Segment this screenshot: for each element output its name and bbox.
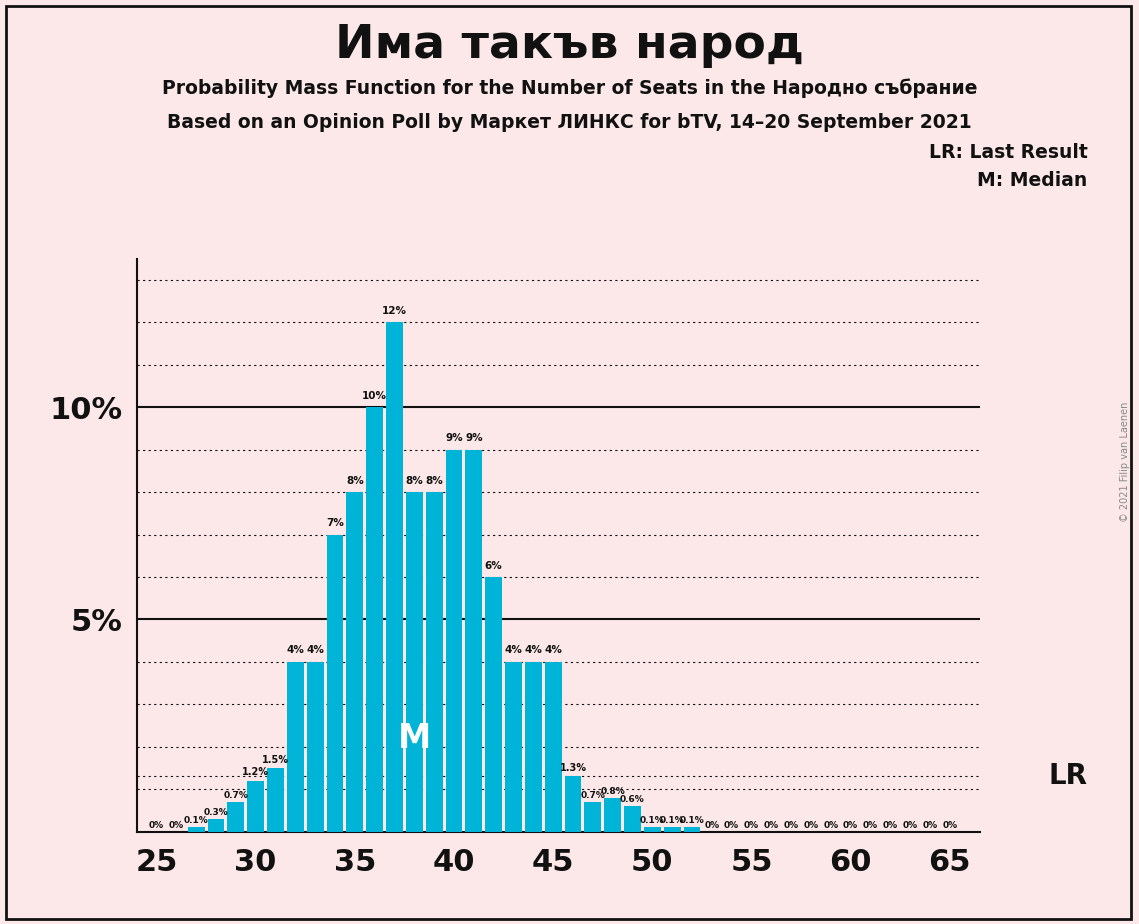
Text: 4%: 4%: [505, 646, 523, 655]
Text: 0.3%: 0.3%: [204, 808, 229, 817]
Text: 1.5%: 1.5%: [262, 755, 289, 764]
Bar: [306, 662, 323, 832]
Text: 10%: 10%: [362, 391, 387, 401]
Bar: [346, 492, 363, 832]
Text: M: M: [398, 723, 431, 755]
Text: 0%: 0%: [784, 821, 798, 831]
Text: 4%: 4%: [286, 646, 304, 655]
Bar: [247, 781, 264, 832]
Bar: [207, 819, 224, 832]
Text: 0.8%: 0.8%: [600, 786, 625, 796]
Bar: [466, 450, 482, 832]
Bar: [228, 802, 244, 832]
Text: 0.1%: 0.1%: [183, 816, 208, 825]
Bar: [624, 806, 641, 832]
Text: 6%: 6%: [485, 561, 502, 571]
Text: 0%: 0%: [704, 821, 720, 831]
Text: 0%: 0%: [744, 821, 759, 831]
Bar: [604, 797, 621, 832]
Bar: [386, 322, 403, 832]
Text: 0%: 0%: [843, 821, 858, 831]
Bar: [565, 776, 581, 832]
Bar: [287, 662, 304, 832]
Text: 0.7%: 0.7%: [223, 791, 248, 800]
Text: 0%: 0%: [923, 821, 937, 831]
Text: M: Median: M: Median: [977, 171, 1088, 190]
Text: 0.1%: 0.1%: [659, 816, 685, 825]
Text: 8%: 8%: [425, 476, 443, 486]
Text: Има такъв народ: Има такъв народ: [335, 23, 804, 68]
Text: LR: LR: [1049, 762, 1088, 790]
Text: 12%: 12%: [382, 306, 407, 316]
Bar: [505, 662, 522, 832]
Bar: [327, 535, 344, 832]
Text: 8%: 8%: [405, 476, 424, 486]
Bar: [544, 662, 562, 832]
Bar: [485, 577, 502, 832]
Bar: [683, 827, 700, 832]
Bar: [525, 662, 542, 832]
Text: 0%: 0%: [942, 821, 958, 831]
Text: 0%: 0%: [863, 821, 878, 831]
Text: 7%: 7%: [326, 518, 344, 529]
Bar: [367, 407, 383, 832]
Text: 0.1%: 0.1%: [640, 816, 665, 825]
Bar: [426, 492, 443, 832]
Text: 9%: 9%: [445, 433, 462, 444]
Bar: [445, 450, 462, 832]
Text: 4%: 4%: [524, 646, 542, 655]
Text: 0%: 0%: [169, 821, 183, 831]
Bar: [664, 827, 681, 832]
Bar: [644, 827, 661, 832]
Text: 0%: 0%: [724, 821, 739, 831]
Bar: [405, 492, 423, 832]
Text: 4%: 4%: [306, 646, 325, 655]
Text: 0.7%: 0.7%: [581, 791, 605, 800]
Text: 0%: 0%: [149, 821, 164, 831]
Bar: [188, 827, 205, 832]
Text: LR: Last Result: LR: Last Result: [929, 143, 1088, 163]
Text: 0%: 0%: [902, 821, 918, 831]
Text: © 2021 Filip van Laenen: © 2021 Filip van Laenen: [1121, 402, 1130, 522]
Text: 8%: 8%: [346, 476, 363, 486]
Text: 0%: 0%: [764, 821, 779, 831]
Text: Based on an Opinion Poll by Маркет ЛИНКС for bTV, 14–20 September 2021: Based on an Opinion Poll by Маркет ЛИНКС…: [167, 113, 972, 132]
Text: 1.2%: 1.2%: [243, 767, 269, 777]
Text: 1.3%: 1.3%: [559, 763, 587, 773]
Text: 4%: 4%: [544, 646, 562, 655]
Text: 0%: 0%: [803, 821, 819, 831]
Text: 0.1%: 0.1%: [680, 816, 704, 825]
Text: 0%: 0%: [883, 821, 898, 831]
Text: 0%: 0%: [823, 821, 838, 831]
Text: Probability Mass Function for the Number of Seats in the Народно събрание: Probability Mass Function for the Number…: [162, 79, 977, 98]
Text: 9%: 9%: [465, 433, 483, 444]
Bar: [584, 802, 601, 832]
Bar: [267, 768, 284, 832]
Text: 0.6%: 0.6%: [620, 795, 645, 804]
